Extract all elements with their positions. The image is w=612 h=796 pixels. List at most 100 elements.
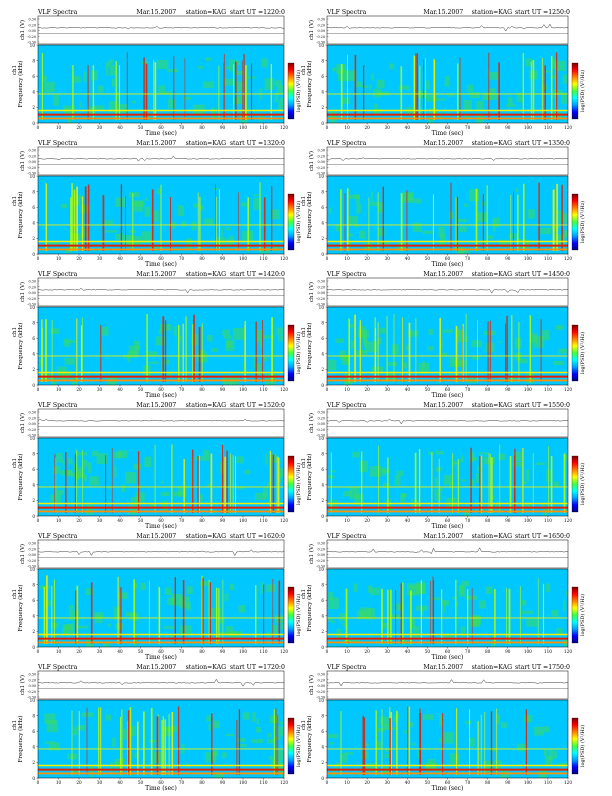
panel-header-date: Mar.15.2007 [423, 271, 463, 278]
noise-patch [501, 722, 507, 728]
noise-patch [112, 79, 115, 88]
band-red [327, 376, 568, 378]
noise-patch [187, 602, 191, 611]
freq-tick-label: 2 [321, 629, 324, 634]
noise-patch [108, 624, 111, 627]
panel-header-station: station=KAG [472, 533, 513, 540]
panel-header-date: Mar.15.2007 [423, 9, 463, 16]
time-tick-label: 80 [199, 125, 205, 130]
waveform-tick-label: -0.20 [27, 428, 36, 432]
noise-patch [506, 105, 516, 108]
noise-patch [142, 61, 148, 63]
noise-patch [527, 718, 529, 723]
time-tick-label: 50 [138, 125, 144, 130]
freq-tick-label: 2 [32, 498, 35, 503]
band-mid [327, 486, 568, 487]
colorbar-label: log(PSD) (V²/Hz) [579, 201, 586, 243]
band-bottom [38, 380, 284, 382]
band-red [38, 769, 284, 771]
freq-tick-label: 0 [321, 645, 324, 650]
time-tick-label: 20 [76, 256, 82, 261]
time-tick-label: 30 [97, 387, 103, 392]
noise-patch [348, 216, 358, 225]
noise-patch [65, 340, 76, 342]
freq-tick-label: 8 [32, 320, 35, 325]
time-tick-label: 70 [465, 649, 471, 654]
noise-patch [471, 340, 482, 347]
noise-patch [487, 235, 493, 239]
noise-patch [272, 455, 278, 463]
freq-tick-label: 4 [321, 90, 324, 95]
band-mid [327, 617, 568, 618]
noise-patch [256, 363, 261, 375]
noise-patch [402, 192, 414, 203]
time-axis-label: Time (sec) [145, 130, 177, 137]
time-tick-label: 110 [260, 256, 268, 261]
panel-header-station: station=KAG [186, 664, 227, 671]
time-tick-label: 50 [138, 518, 144, 523]
time-tick-label: 100 [239, 780, 247, 785]
band-mid [38, 355, 284, 356]
waveform-tick-label: -0.20 [316, 166, 325, 170]
noise-patch [265, 78, 275, 90]
noise-patch [200, 206, 203, 211]
time-tick-label: 120 [564, 518, 572, 523]
time-tick-label: 0 [37, 256, 40, 261]
time-tick-label: 80 [485, 780, 491, 785]
time-tick-label: 90 [220, 387, 226, 392]
time-tick-label: 0 [37, 518, 40, 523]
noise-patch [336, 225, 340, 231]
noise-patch [259, 342, 262, 347]
freq-tick-label: 4 [32, 352, 35, 357]
time-tick-label: 90 [220, 256, 226, 261]
noise-patch [566, 591, 568, 597]
noise-patch [233, 328, 245, 340]
noise-patch [115, 624, 123, 630]
freq-tick-label: 8 [321, 713, 324, 718]
waveform-tick-label: 0.20 [28, 154, 36, 158]
noise-patch [469, 738, 475, 747]
freq-tick-label: 10 [319, 43, 325, 48]
freq-tick-label: 4 [32, 614, 35, 619]
noise-patch [406, 345, 408, 351]
time-tick-label: 10 [344, 649, 350, 654]
noise-patch [399, 86, 410, 90]
spectrogram [38, 307, 284, 385]
time-tick-label: 120 [280, 125, 288, 130]
time-tick-label: 40 [117, 387, 123, 392]
waveform-tick-label: 0.00 [28, 29, 36, 33]
noise-patch [450, 754, 460, 766]
noise-patch [158, 86, 165, 95]
band-mid [38, 224, 284, 225]
waveform-tick-label: 0.00 [317, 291, 325, 295]
band-mid [38, 486, 284, 487]
band-red [38, 638, 284, 640]
noise-patch [498, 454, 505, 460]
spectrogram [327, 176, 568, 254]
panel-header-date: Mar.15.2007 [136, 271, 176, 278]
panel-header-start-ut: start UT =1750:0 [515, 664, 570, 671]
noise-patch [229, 236, 234, 245]
noise-patch [459, 585, 463, 594]
freq-tick-label: 0 [321, 776, 324, 781]
colorbar [572, 456, 578, 512]
time-tick-label: 50 [138, 387, 144, 392]
noise-patch [427, 346, 433, 351]
time-tick-label: 100 [239, 125, 247, 130]
time-tick-label: 50 [425, 780, 431, 785]
colorbar-label: log(PSD) (V²/Hz) [295, 332, 302, 374]
noise-patch [328, 734, 338, 738]
panel-header-start-ut: start UT =1720:0 [230, 664, 285, 671]
band-bottom [38, 249, 284, 251]
noise-patch [469, 189, 479, 201]
band-red [38, 245, 284, 247]
noise-patch [178, 205, 184, 216]
freq-axis-label: Frequency (kHz) [17, 716, 24, 763]
noise-patch [558, 349, 568, 354]
time-tick-label: 0 [326, 256, 329, 261]
spectrogram [38, 45, 284, 123]
panel-header-title: VLF Spectra [326, 402, 367, 409]
waveform-tick-label: 0.30 [317, 149, 325, 153]
time-tick-label: 120 [280, 518, 288, 523]
